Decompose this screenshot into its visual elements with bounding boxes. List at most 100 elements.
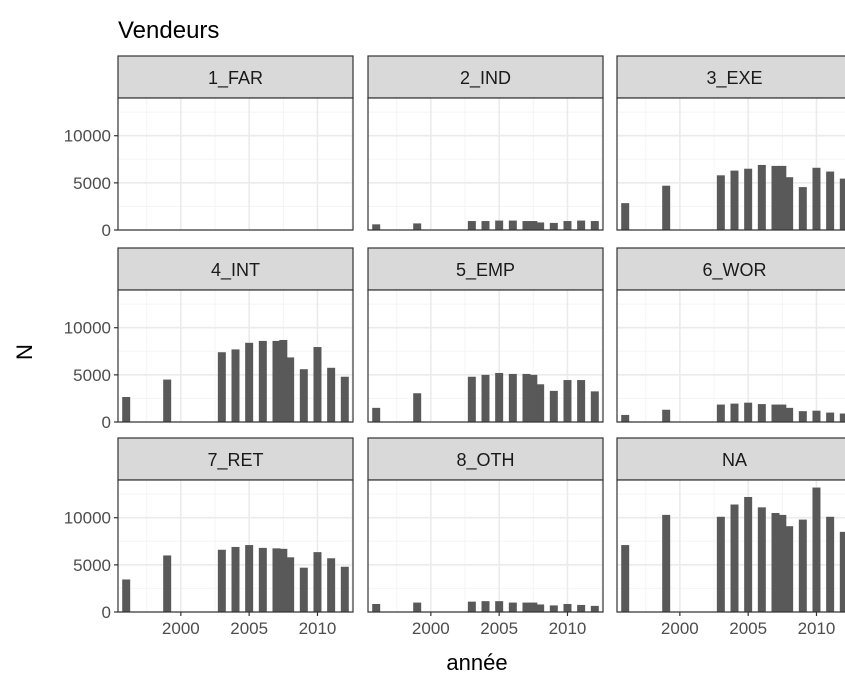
bar: [549, 222, 558, 230]
bar: [716, 175, 725, 230]
bar: [122, 579, 131, 612]
bar: [313, 552, 322, 612]
bar: [272, 340, 281, 422]
y-tick-label: 0: [102, 221, 111, 240]
bar: [495, 601, 504, 612]
bar: [272, 548, 281, 612]
y-axis-title: N: [12, 344, 37, 360]
bar: [529, 602, 538, 612]
facet-strip-label: 7_RET: [207, 450, 263, 471]
bar: [771, 513, 780, 612]
bar: [163, 379, 172, 422]
bar: [481, 601, 490, 612]
facet-1-far: 1_FAR 0 5000 10000: [64, 55, 354, 240]
x-tick-label: 2005: [230, 619, 268, 638]
bar: [522, 602, 531, 612]
bar: [217, 352, 226, 422]
bar: [163, 555, 172, 612]
chart-title: Vendeurs: [118, 17, 219, 44]
bar: [730, 170, 739, 230]
bar: [826, 412, 835, 422]
facet-strip-label: 1_FAR: [208, 68, 263, 89]
bar: [590, 391, 599, 422]
bar: [495, 372, 504, 422]
facet-4-int: 4_INT 0 5000 10000: [64, 247, 354, 432]
bar: [508, 220, 517, 230]
facet-strip: [117, 55, 354, 99]
facet-strip: [367, 247, 604, 291]
bar: [839, 413, 845, 422]
bar: [217, 549, 226, 612]
bar: [812, 410, 821, 422]
bar: [826, 516, 835, 612]
facet-strip: [117, 437, 354, 481]
facet-strip-label: 8_OTH: [456, 450, 514, 471]
bar: [279, 548, 288, 612]
facet-strip-label: 3_EXE: [706, 68, 762, 89]
bar: [467, 601, 476, 612]
bar: [286, 557, 295, 612]
bar: [529, 221, 538, 230]
bar: [245, 545, 254, 612]
bar: [590, 605, 599, 612]
panel-border: [616, 97, 845, 231]
facet-strip-label: 2_IND: [460, 68, 511, 89]
bar: [662, 514, 671, 612]
x-tick-label: 2010: [798, 619, 836, 638]
bar: [744, 168, 753, 230]
facet-strip-label: NA: [722, 450, 747, 470]
panel-border: [616, 289, 845, 423]
panel-border: [117, 289, 354, 423]
bar: [812, 167, 821, 230]
bar: [757, 507, 766, 612]
bar: [258, 547, 267, 612]
bar: [563, 380, 572, 422]
y-tick-label: 0: [102, 603, 111, 622]
bar: [522, 373, 531, 422]
bar: [372, 407, 381, 422]
bar: [372, 603, 381, 612]
bar: [785, 177, 794, 230]
x-tick-label: 2000: [661, 619, 699, 638]
bar: [798, 411, 807, 422]
bar: [245, 342, 254, 422]
bar: [522, 221, 531, 230]
facet-3-exe: 3_EXE: [616, 55, 845, 231]
facet-panels: 1_FAR 0 5000 10000 2_IND 3_EXE 4_INT 0 5000 10000…: [64, 55, 845, 638]
bar: [536, 604, 545, 612]
bar: [313, 347, 322, 422]
bar: [299, 369, 308, 422]
facet-6-wor: 6_WOR: [616, 247, 845, 423]
bar: [299, 567, 308, 612]
bar: [508, 602, 517, 612]
facet-strip-label: 6_WOR: [702, 260, 766, 281]
bar: [757, 404, 766, 422]
bar: [826, 171, 835, 230]
panel-border: [117, 97, 354, 231]
panel-border: [616, 479, 845, 613]
x-tick-label: 2000: [162, 619, 200, 638]
facet-8-oth: 8_OTH 2000 2005 2010: [367, 437, 604, 638]
bar: [577, 380, 586, 422]
bar: [413, 223, 422, 230]
bar: [662, 409, 671, 422]
bar: [730, 504, 739, 612]
bar: [621, 545, 630, 612]
bar: [716, 404, 725, 422]
bar: [662, 185, 671, 230]
bar: [577, 604, 586, 612]
plot-area: [368, 480, 603, 612]
panel-border: [117, 479, 354, 613]
bar: [744, 402, 753, 422]
y-tick-label: 5000: [73, 174, 111, 193]
bar: [778, 165, 787, 230]
bar: [744, 496, 753, 612]
facet-7-ret: 7_RET 0 5000 10000 2000 2005 2010: [64, 437, 354, 638]
bar: [536, 222, 545, 230]
bar: [730, 403, 739, 422]
y-tick-label: 10000: [64, 127, 111, 146]
bar: [757, 164, 766, 230]
bar: [549, 605, 558, 612]
plot-area: [118, 98, 353, 230]
